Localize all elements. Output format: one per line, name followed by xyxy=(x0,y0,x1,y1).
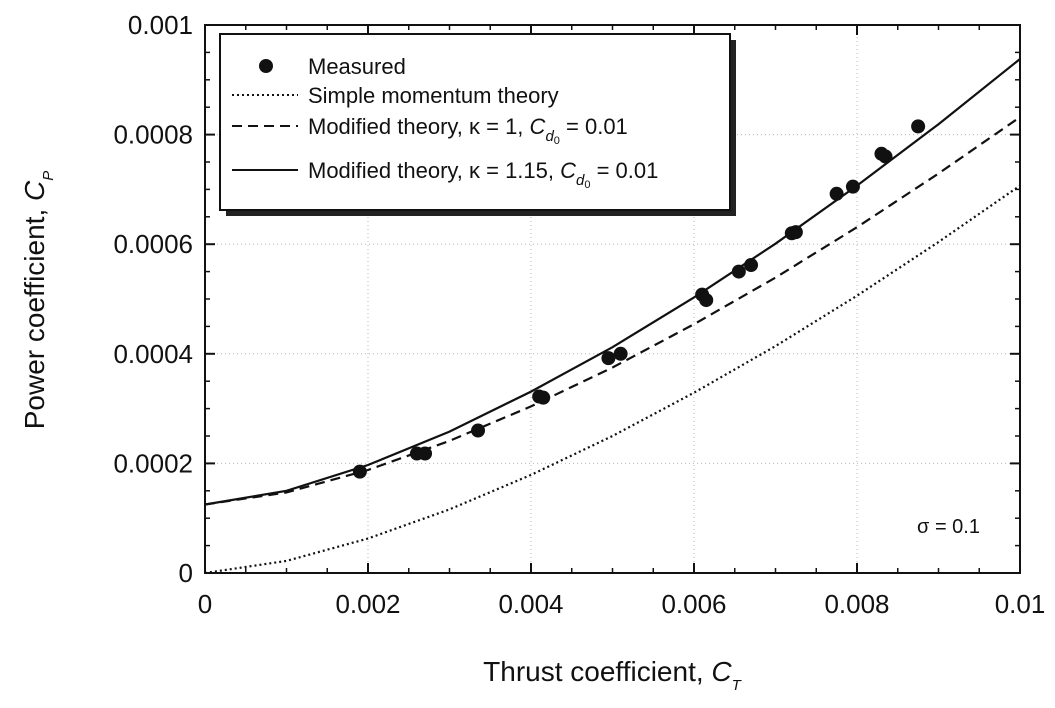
series-line-solid xyxy=(204,58,1021,506)
y-axis-title-subscript: P xyxy=(40,171,57,181)
y-tick-label: 0.001 xyxy=(128,10,193,40)
measured-point xyxy=(613,346,628,361)
sigma-annotation: σ = 0.1 xyxy=(917,516,980,538)
y-tick-label: 0.0006 xyxy=(113,229,193,259)
tick-layer: 0 0.002 0.004 0.006 0.008 0.01 0 0.0002 0.0004 0.… xyxy=(113,10,1045,619)
y-tick-label: 0.0004 xyxy=(113,339,193,369)
y-tick-label: 0.0002 xyxy=(113,448,193,478)
legend: Measured Simple momentum theory Modified… xyxy=(219,33,736,216)
x-axis-title-symbol: C xyxy=(711,656,732,687)
series-layer xyxy=(204,58,1021,575)
legend-label-simple-momentum: Simple momentum theory xyxy=(308,83,559,108)
y-tick-label: 0.0008 xyxy=(113,120,193,150)
legend-label-modified-k1-prefix: Modified theory, κ = 1, xyxy=(308,114,530,139)
x-tick-label: 0.006 xyxy=(661,589,726,619)
y-tick-label: 0 xyxy=(179,558,193,588)
measured-point xyxy=(731,264,746,279)
x-tick-label: 0.01 xyxy=(995,589,1046,619)
legend-label-modified-k115-prefix: Modified theory, κ = 1.15, xyxy=(308,158,560,183)
grid xyxy=(205,25,1020,573)
legend-label-modified-k1-suffix: = 0.01 xyxy=(560,114,628,139)
x-axis-title-subscript: T xyxy=(732,677,743,694)
x-tick-label: 0.008 xyxy=(824,589,889,619)
y-axis-title-text: Power coefficient, xyxy=(19,201,50,429)
x-axis-title-text: Thrust coefficient, xyxy=(483,656,711,687)
series-line-dashed xyxy=(204,116,1021,506)
legend-label-modified-k115-symbol: C xyxy=(560,158,576,183)
measured-point xyxy=(699,293,714,308)
legend-label-modified-k1: Modified theory, κ = 1, Cd0 = 0.01 xyxy=(308,114,628,147)
x-tick-label: 0.002 xyxy=(335,589,400,619)
legend-marker-measured xyxy=(259,59,273,73)
legend-label-modified-k115: Modified theory, κ = 1.15, Cd0 = 0.01 xyxy=(308,158,658,191)
legend-label-modified-k1-symbol: C xyxy=(530,114,546,139)
x-tick-label: 0 xyxy=(198,589,212,619)
legend-label-measured: Measured xyxy=(308,54,406,79)
series-line-dotted xyxy=(204,184,1021,575)
measured-point xyxy=(601,351,616,366)
legend-label-modified-k1-subsub: 0 xyxy=(554,135,560,147)
x-tick-label: 0.004 xyxy=(498,589,563,619)
measured-point xyxy=(788,225,803,240)
x-axis-title: Thrust coefficient, CT xyxy=(483,656,743,694)
measured-point xyxy=(878,149,893,164)
y-axis-title-symbol: C xyxy=(19,180,50,201)
legend-label-modified-k115-subsub: 0 xyxy=(584,179,590,191)
measured-point xyxy=(911,119,926,134)
legend-label-modified-k115-sub: d xyxy=(576,172,585,189)
legend-label-modified-k115-suffix: = 0.01 xyxy=(590,158,658,183)
measured-point xyxy=(829,186,844,201)
legend-label-modified-k1-sub: d xyxy=(545,128,554,145)
legend-box xyxy=(219,33,731,211)
y-axis-title: Power coefficient, CP xyxy=(19,171,57,430)
